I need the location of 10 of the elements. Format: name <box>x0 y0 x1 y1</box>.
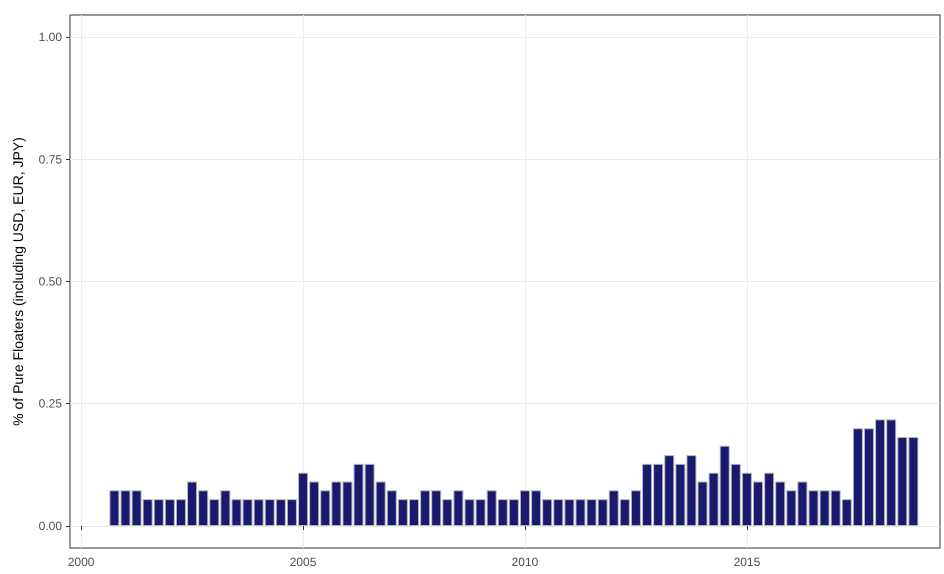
x-tick-label: 2010 <box>512 555 539 569</box>
y-axis-title: % of Pure Floaters (including USD, EUR, JPY) <box>10 137 26 426</box>
y-tick-label: 0.75 <box>38 152 62 166</box>
x-tick-label: 2015 <box>734 555 761 569</box>
y-tick-label: 0.25 <box>38 396 62 411</box>
y-tick-label: 0.50 <box>38 274 62 288</box>
x-tick-label: 2000 <box>68 555 95 569</box>
y-tick-label: 1.00 <box>38 30 62 44</box>
y-tick-label: 0.00 <box>38 518 62 533</box>
x-tick-label: 2005 <box>290 555 317 569</box>
